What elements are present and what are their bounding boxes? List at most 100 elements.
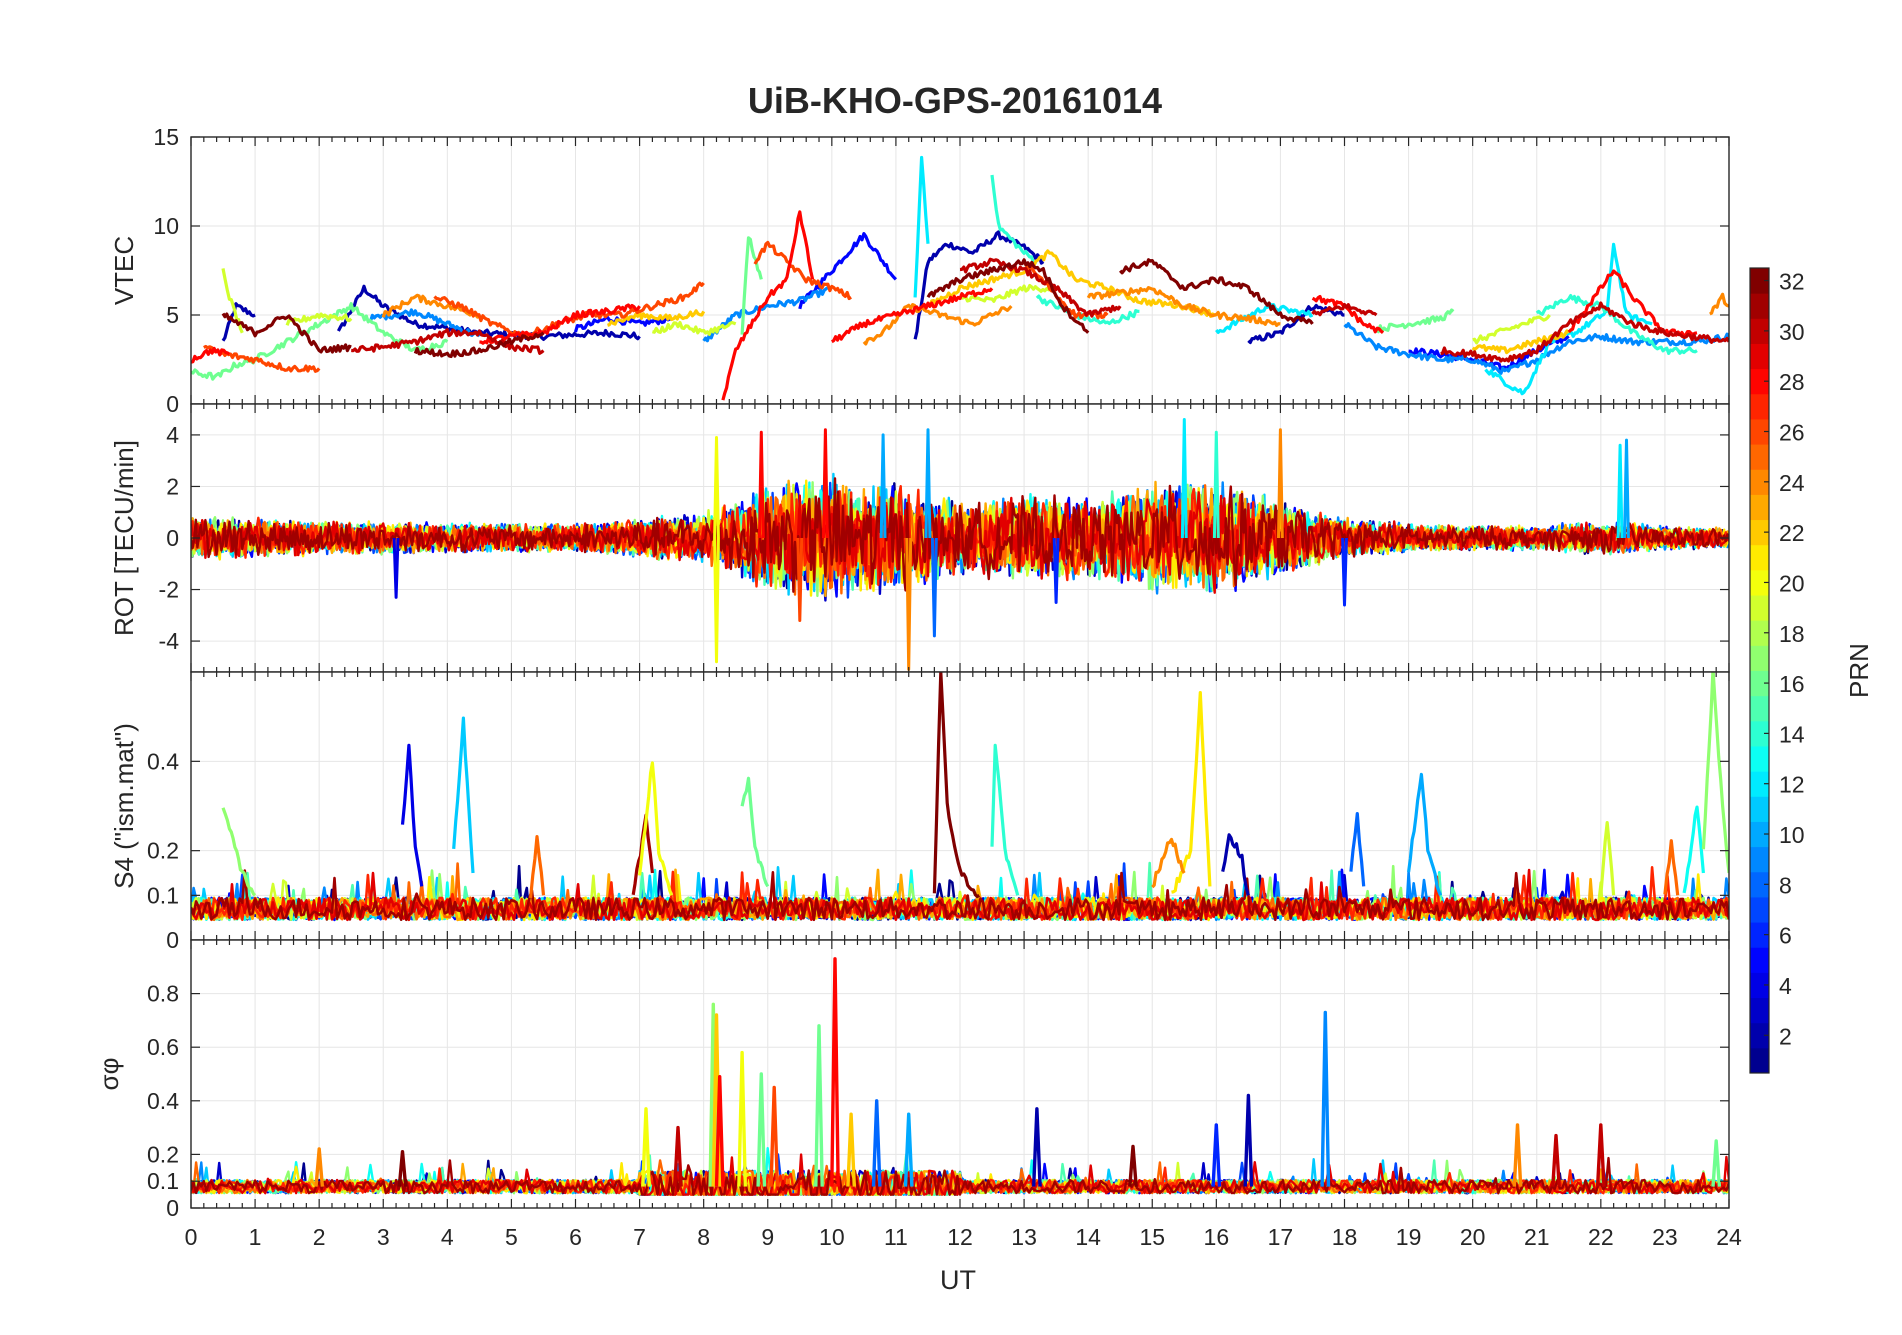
sigma-spike bbox=[846, 1112, 856, 1187]
x-tick-label: 12 bbox=[947, 1224, 973, 1250]
rot-spike bbox=[924, 428, 932, 539]
colorbar-swatch bbox=[1750, 268, 1769, 294]
colorbar-swatch bbox=[1750, 343, 1769, 370]
series-line-prn-5 bbox=[798, 232, 898, 310]
colorbar-swatch bbox=[1750, 469, 1769, 495]
series-line-prn-28 bbox=[721, 210, 815, 401]
x-tick-label: 3 bbox=[377, 1224, 390, 1250]
x-tick-label: 4 bbox=[441, 1224, 454, 1250]
sigma-spike bbox=[814, 1024, 824, 1187]
x-tick-label: 13 bbox=[1011, 1224, 1037, 1250]
y-tick-label: 0.1 bbox=[147, 1168, 179, 1194]
x-tick-label: 21 bbox=[1524, 1224, 1550, 1250]
panel-x-ticks bbox=[190, 672, 1730, 940]
series-line-prn-28 bbox=[479, 303, 641, 345]
colorbar-tick-label: 12 bbox=[1779, 772, 1805, 798]
sigma-noise-line bbox=[191, 1156, 1729, 1196]
x-axis-label: UT bbox=[940, 1265, 976, 1295]
series-line-prn-14 bbox=[990, 743, 1020, 896]
sigma-spike bbox=[903, 1112, 914, 1187]
colorbar-swatch bbox=[1750, 947, 1769, 973]
panel-x-ticks bbox=[190, 404, 1730, 672]
x-axis: 0 1 2 3 4 5 6 7 8 9 10 11 12 13 14 15 16 17 18 19 20 21 22 23 24 bbox=[185, 1224, 1742, 1250]
colorbar-frame bbox=[1749, 267, 1770, 1074]
y-tick-label: 0 bbox=[166, 1195, 179, 1221]
series-line-prn-16 bbox=[191, 302, 449, 381]
series-line-prn-22 bbox=[926, 249, 1217, 318]
colorbar-tick-label: 30 bbox=[1779, 319, 1805, 345]
series-line-prn-21 bbox=[1171, 691, 1212, 894]
series-line-prn-24 bbox=[1151, 837, 1186, 889]
colorbar-tick-label: 10 bbox=[1779, 822, 1805, 848]
series-line-prn-13 bbox=[1682, 805, 1705, 894]
series-line-prn-11 bbox=[452, 716, 475, 874]
x-tick-label: 1 bbox=[249, 1224, 262, 1250]
x-tick-label: 19 bbox=[1396, 1224, 1422, 1250]
series-line-prn-26 bbox=[203, 344, 321, 373]
panel-grid bbox=[190, 136, 1730, 405]
colorbar-swatch bbox=[1750, 368, 1769, 395]
series-line-prn-32 bbox=[413, 331, 545, 359]
y-tick-label: 0.1 bbox=[147, 882, 179, 908]
sigma-spike bbox=[1128, 1144, 1138, 1187]
y-tick-label: 0.8 bbox=[147, 981, 179, 1007]
colorbar-swatch bbox=[1750, 720, 1769, 747]
y-tick-label: 5 bbox=[166, 302, 179, 328]
sigma-spike bbox=[871, 1099, 882, 1187]
y-tick-label: 4 bbox=[166, 422, 179, 448]
series-line-prn-19 bbox=[958, 283, 1058, 303]
panel-rot: -4 -2 0 2 4 ROT [TECU/min] bbox=[109, 403, 1730, 673]
series-line-prn-5 bbox=[573, 314, 673, 333]
colorbar-tick-label: 6 bbox=[1779, 923, 1792, 949]
colorbar-swatch bbox=[1750, 896, 1769, 923]
rot-spike bbox=[822, 428, 829, 539]
series-line-prn-4 bbox=[400, 743, 424, 887]
series-line-prn-19 bbox=[1599, 821, 1616, 896]
colorbar-swatch bbox=[1750, 972, 1769, 999]
colorbar-swatch bbox=[1750, 871, 1769, 898]
rot-spike bbox=[392, 537, 400, 599]
series-line-prn-25 bbox=[1663, 839, 1680, 896]
series-line-prn-24 bbox=[1086, 286, 1281, 327]
x-tick-label: 14 bbox=[1075, 1224, 1101, 1250]
rot-spike bbox=[1616, 443, 1624, 539]
series-line-prn-32 bbox=[926, 258, 1090, 334]
sigma-spike bbox=[673, 1125, 683, 1187]
sigma-spike bbox=[1243, 1093, 1254, 1187]
series-line-prn-2 bbox=[1221, 833, 1250, 896]
colorbar-swatch bbox=[1750, 771, 1769, 797]
colorbar-tick-label: 2 bbox=[1779, 1023, 1792, 1049]
sigma-spike bbox=[830, 957, 840, 1187]
x-tick-label: 7 bbox=[633, 1224, 646, 1250]
panel-plot bbox=[191, 418, 1729, 671]
colorbar-tick-label: 32 bbox=[1779, 269, 1805, 295]
rot-spike bbox=[757, 430, 765, 539]
series-line-prn-22 bbox=[607, 309, 706, 327]
sigma-spike bbox=[1320, 1010, 1331, 1187]
sigma-spike bbox=[1595, 1123, 1606, 1187]
series-line-prn-19 bbox=[652, 320, 737, 336]
colorbar-swatch bbox=[1750, 494, 1769, 521]
y-tick-label: 0 bbox=[166, 927, 179, 953]
colorbar-tick-label: 8 bbox=[1779, 872, 1792, 898]
rot-spike bbox=[713, 436, 720, 539]
sigma-spike bbox=[1711, 1139, 1722, 1187]
series-line-prn-10 bbox=[1407, 772, 1443, 896]
colorbar-swatch bbox=[1750, 569, 1769, 596]
panel-x-ticks bbox=[190, 137, 1730, 404]
y-tick-label: 2 bbox=[166, 473, 179, 499]
rot-spike bbox=[930, 537, 938, 638]
colorbar-swatch bbox=[1750, 393, 1769, 420]
series-line-prn-16 bbox=[1375, 308, 1455, 334]
s4-noise-line bbox=[191, 869, 1729, 922]
colorbar-swatch bbox=[1750, 444, 1769, 470]
series-line-prn-17 bbox=[221, 807, 257, 897]
sigma-spike bbox=[314, 1147, 325, 1187]
series-line-prn-8 bbox=[1349, 812, 1366, 887]
colorbar-swatch bbox=[1750, 922, 1769, 948]
colorbar-swatch bbox=[1750, 1047, 1769, 1074]
panel-plot bbox=[191, 672, 1729, 922]
series-line-prn-30 bbox=[959, 257, 1122, 318]
